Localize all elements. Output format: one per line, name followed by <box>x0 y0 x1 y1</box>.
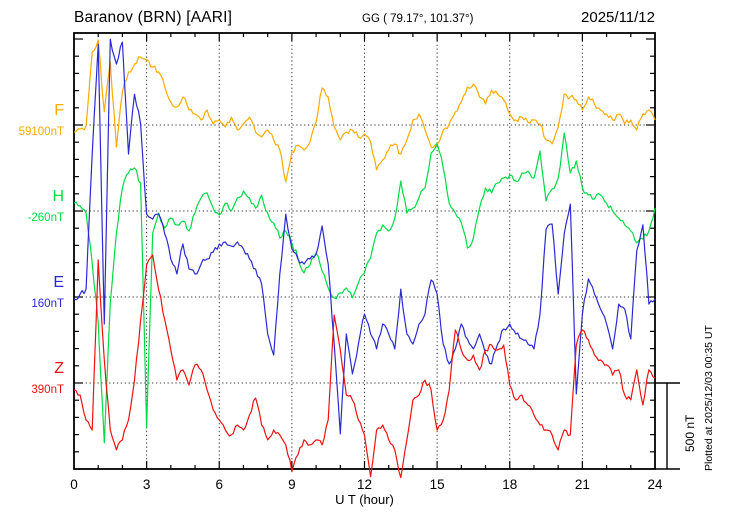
component-letter-E: E <box>53 274 64 291</box>
trace-H <box>73 132 656 444</box>
trace-E <box>73 38 656 435</box>
x-tick-label-6: 6 <box>215 477 223 492</box>
x-tick-label-21: 21 <box>575 477 590 492</box>
x-tick-label-12: 12 <box>357 477 372 492</box>
trace-Z <box>73 254 656 479</box>
geographic-coordinates: GG ( 79.17°, 101.37°) <box>362 13 474 25</box>
component-baseline-value-E: 160nT <box>31 298 64 310</box>
scale-bar-label: 500 nT <box>683 414 697 452</box>
component-letter-F: F <box>54 102 64 119</box>
x-axis-title: U T (hour) <box>335 492 394 507</box>
plot-date: 2025/11/12 <box>581 9 655 26</box>
x-tick-label-9: 9 <box>288 477 296 492</box>
x-tick-label-0: 0 <box>70 477 78 492</box>
component-baseline-value-H: -260nT <box>27 212 64 224</box>
component-baseline-value-Z: 390nT <box>31 384 64 396</box>
x-tick-label-3: 3 <box>143 477 151 492</box>
trace-F <box>73 39 656 183</box>
component-letter-Z: Z <box>54 360 64 377</box>
component-baseline-value-F: 59100nT <box>18 126 64 138</box>
component-letter-H: H <box>52 188 64 205</box>
plotted-at-note: Plotted at 2025/12/03 00:35 UT <box>703 325 715 471</box>
station-title: Baranov (BRN) [AARI] <box>74 9 233 26</box>
x-tick-label-24: 24 <box>647 477 663 492</box>
x-tick-label-18: 18 <box>502 477 517 492</box>
x-tick-label-15: 15 <box>430 477 445 492</box>
